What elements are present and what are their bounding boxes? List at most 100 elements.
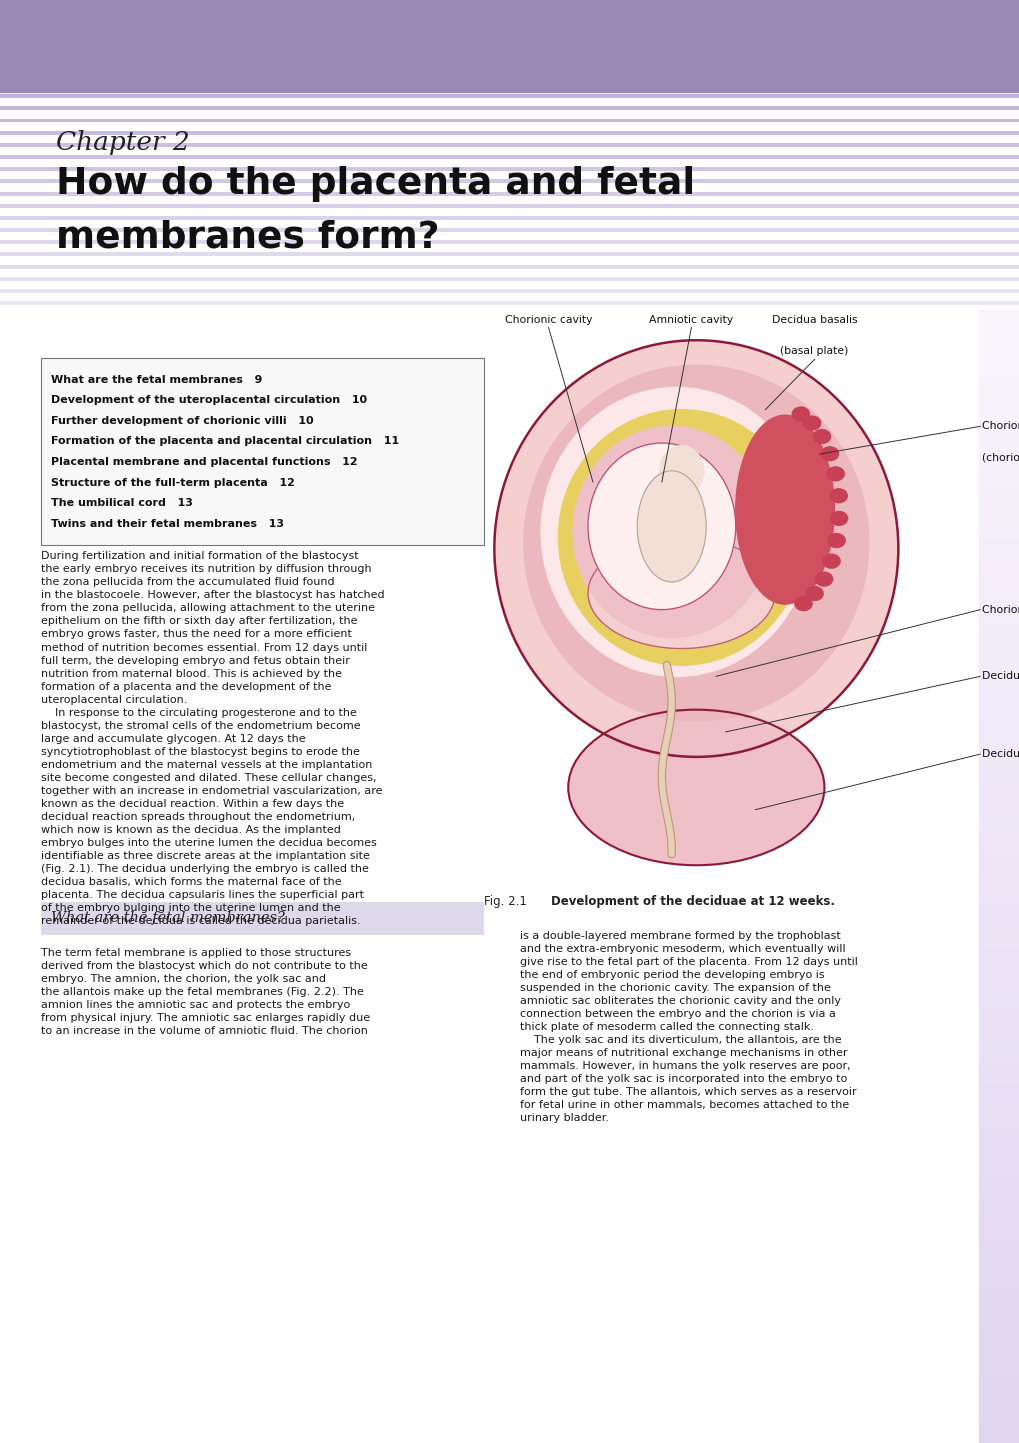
Bar bbox=[978, 1126, 1019, 1149]
Bar bbox=[978, 1172, 1019, 1193]
Bar bbox=[978, 492, 1019, 514]
Ellipse shape bbox=[587, 443, 735, 609]
Bar bbox=[978, 967, 1019, 990]
Bar bbox=[41, 902, 484, 935]
Bar bbox=[978, 763, 1019, 786]
Text: Amniotic cavity: Amniotic cavity bbox=[649, 315, 733, 325]
Bar bbox=[978, 424, 1019, 446]
Text: Development of the deciduae at 12 weeks.: Development of the deciduae at 12 weeks. bbox=[550, 895, 834, 908]
Text: Chorionic cavity: Chorionic cavity bbox=[504, 315, 592, 325]
Ellipse shape bbox=[568, 710, 823, 866]
Text: Twins and their fetal membranes   13: Twins and their fetal membranes 13 bbox=[51, 518, 283, 528]
Ellipse shape bbox=[803, 416, 820, 430]
Ellipse shape bbox=[829, 489, 847, 502]
Text: Development of the uteroplacental circulation   10: Development of the uteroplacental circul… bbox=[51, 395, 367, 405]
Bar bbox=[978, 1375, 1019, 1398]
Bar bbox=[978, 899, 1019, 922]
Bar bbox=[41, 358, 484, 545]
Bar bbox=[978, 1081, 1019, 1102]
Bar bbox=[0, 310, 1019, 1443]
Ellipse shape bbox=[658, 446, 703, 496]
Text: During fertilization and initial formation of the blastocyst
the early embryo re: During fertilization and initial formati… bbox=[41, 551, 384, 926]
Text: The umbilical cord   13: The umbilical cord 13 bbox=[51, 498, 193, 508]
Bar bbox=[978, 990, 1019, 1013]
Bar bbox=[978, 719, 1019, 740]
Text: What are the fetal membranes   9: What are the fetal membranes 9 bbox=[51, 375, 262, 385]
Bar bbox=[978, 1420, 1019, 1443]
Bar bbox=[978, 649, 1019, 672]
Bar bbox=[978, 1284, 1019, 1307]
Bar bbox=[978, 333, 1019, 355]
Bar bbox=[978, 831, 1019, 854]
Ellipse shape bbox=[587, 537, 774, 648]
Bar bbox=[978, 355, 1019, 378]
Text: Formation of the placenta and placental circulation   11: Formation of the placenta and placental … bbox=[51, 436, 398, 446]
Bar bbox=[978, 1307, 1019, 1330]
Ellipse shape bbox=[820, 447, 838, 460]
Text: Structure of the full-term placenta   12: Structure of the full-term placenta 12 bbox=[51, 478, 294, 488]
Bar bbox=[978, 1035, 1019, 1058]
Ellipse shape bbox=[637, 470, 705, 582]
Bar bbox=[978, 378, 1019, 401]
Bar bbox=[978, 786, 1019, 808]
Text: membranes form?: membranes form? bbox=[56, 219, 439, 255]
Ellipse shape bbox=[805, 587, 822, 600]
Ellipse shape bbox=[524, 365, 868, 722]
Bar bbox=[978, 537, 1019, 560]
Ellipse shape bbox=[541, 387, 811, 677]
Ellipse shape bbox=[826, 468, 844, 481]
Bar bbox=[978, 1261, 1019, 1284]
Ellipse shape bbox=[557, 410, 804, 665]
Ellipse shape bbox=[735, 416, 834, 605]
Bar bbox=[978, 808, 1019, 831]
Text: What are the fetal membranes?: What are the fetal membranes? bbox=[51, 912, 284, 925]
Ellipse shape bbox=[792, 407, 809, 421]
Bar bbox=[978, 922, 1019, 945]
Bar bbox=[978, 469, 1019, 492]
Bar bbox=[978, 1330, 1019, 1352]
Bar bbox=[978, 1240, 1019, 1261]
Ellipse shape bbox=[812, 430, 829, 443]
Bar bbox=[978, 854, 1019, 876]
Ellipse shape bbox=[822, 554, 840, 569]
Text: Placental membrane and placental functions   12: Placental membrane and placental functio… bbox=[51, 457, 358, 468]
Bar bbox=[978, 605, 1019, 628]
Text: Chorion frondosum: Chorion frondosum bbox=[981, 421, 1019, 431]
Bar bbox=[978, 1149, 1019, 1172]
Bar bbox=[978, 310, 1019, 333]
Bar bbox=[978, 582, 1019, 605]
Ellipse shape bbox=[829, 511, 847, 525]
Bar bbox=[978, 1352, 1019, 1375]
Text: Decidua parietalis: Decidua parietalis bbox=[981, 749, 1019, 759]
Text: The term fetal membrane is applied to those structures
derived from the blastocy: The term fetal membrane is applied to th… bbox=[41, 948, 370, 1036]
Bar bbox=[978, 877, 1019, 899]
Text: Further development of chorionic villi   10: Further development of chorionic villi 1… bbox=[51, 416, 313, 426]
Bar bbox=[978, 1013, 1019, 1035]
Bar bbox=[978, 1216, 1019, 1240]
Bar bbox=[978, 696, 1019, 719]
Bar bbox=[978, 945, 1019, 967]
Bar bbox=[484, 332, 976, 887]
Text: Decidua basalis: Decidua basalis bbox=[771, 315, 857, 325]
Text: Fig. 2.1: Fig. 2.1 bbox=[484, 895, 534, 908]
Bar bbox=[978, 1102, 1019, 1126]
Ellipse shape bbox=[814, 573, 832, 586]
Ellipse shape bbox=[494, 341, 898, 758]
Bar bbox=[978, 560, 1019, 582]
Text: Chorion laevae: Chorion laevae bbox=[981, 605, 1019, 615]
Text: (basal plate): (basal plate) bbox=[780, 346, 848, 356]
Text: How do the placenta and fetal: How do the placenta and fetal bbox=[56, 166, 695, 202]
Bar bbox=[0, 0, 1019, 92]
Text: Chapter 2: Chapter 2 bbox=[56, 130, 190, 154]
Bar bbox=[978, 1058, 1019, 1081]
Bar bbox=[978, 628, 1019, 649]
Ellipse shape bbox=[794, 597, 811, 610]
Bar bbox=[978, 740, 1019, 763]
Bar bbox=[978, 514, 1019, 537]
Text: (chorionic plate): (chorionic plate) bbox=[981, 453, 1019, 463]
Bar bbox=[978, 401, 1019, 424]
Ellipse shape bbox=[573, 426, 769, 638]
Text: Decidua capsularis: Decidua capsularis bbox=[981, 671, 1019, 681]
Text: is a double-layered membrane formed by the trophoblast
and the extra-embryonic m: is a double-layered membrane formed by t… bbox=[520, 931, 857, 1123]
Bar bbox=[978, 1398, 1019, 1420]
